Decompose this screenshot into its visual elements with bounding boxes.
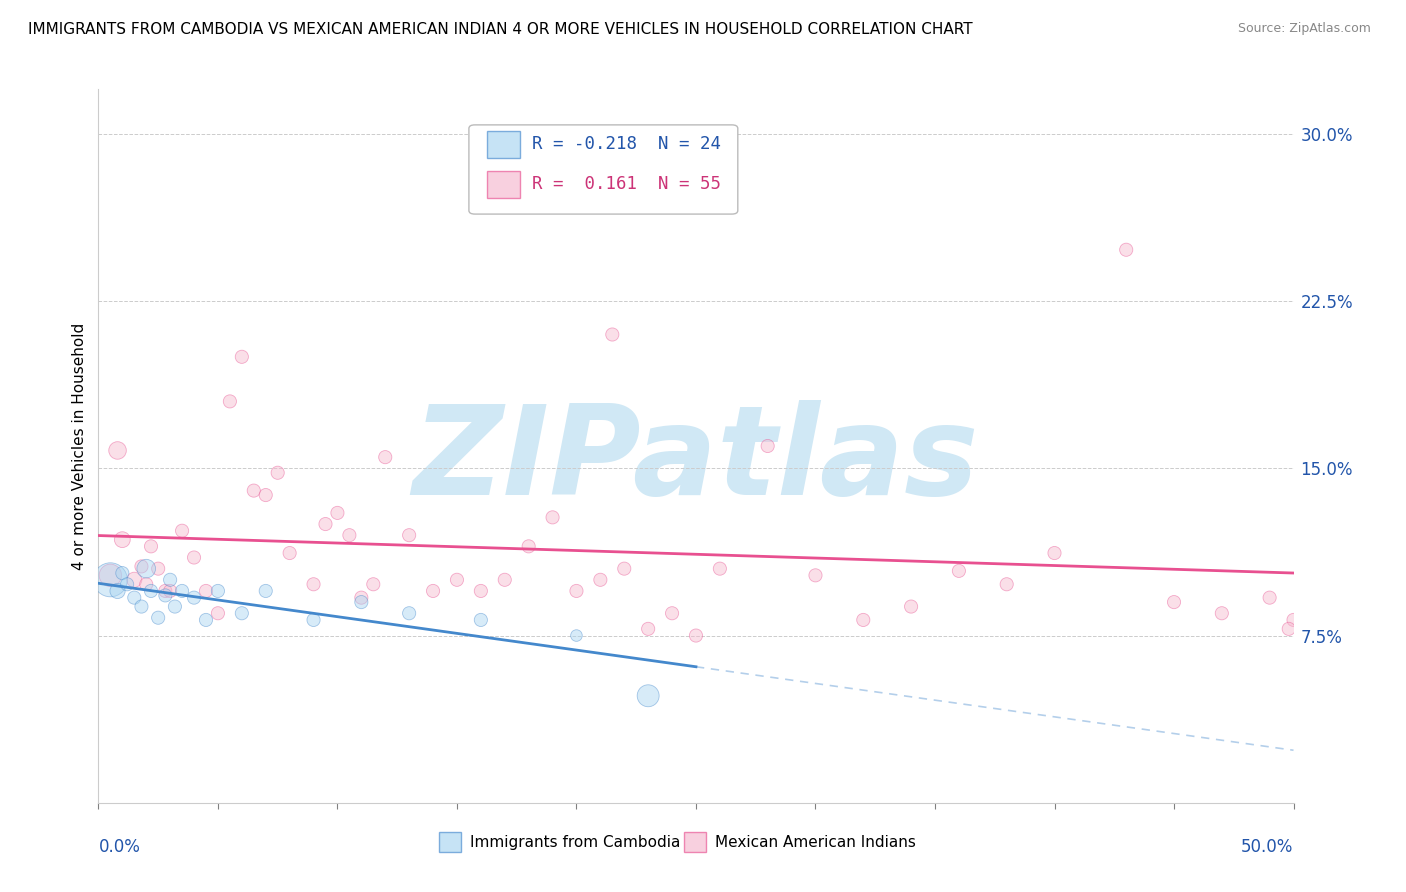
Point	[339, 528, 361, 542]
Point	[148, 562, 170, 576]
Point	[98, 573, 122, 587]
Point	[139, 583, 162, 598]
Point	[219, 394, 242, 409]
Point	[661, 607, 683, 621]
Point	[135, 562, 157, 576]
Point	[565, 583, 588, 598]
Point	[685, 628, 707, 642]
Point	[1278, 622, 1301, 636]
Point	[163, 599, 186, 614]
Point	[131, 599, 153, 614]
Point	[124, 591, 146, 605]
Point	[267, 466, 290, 480]
Point	[172, 583, 194, 598]
Point	[111, 566, 134, 581]
Point	[1115, 243, 1137, 257]
Point	[315, 516, 337, 531]
Point	[494, 573, 516, 587]
Point	[363, 577, 385, 591]
Point	[1043, 546, 1066, 560]
Point	[172, 524, 194, 538]
Point	[135, 577, 157, 591]
Point	[107, 583, 129, 598]
Point	[1163, 595, 1185, 609]
Text: 0.0%: 0.0%	[98, 838, 141, 856]
Point	[613, 562, 636, 576]
Point	[565, 628, 588, 642]
Text: R = -0.218  N = 24: R = -0.218 N = 24	[533, 136, 721, 153]
Point	[195, 613, 218, 627]
Point	[517, 539, 540, 553]
Point	[1258, 591, 1281, 605]
Point	[470, 613, 492, 627]
Point	[637, 689, 659, 703]
Point	[115, 577, 138, 591]
Text: Mexican American Indians: Mexican American Indians	[716, 835, 915, 849]
Text: Immigrants from Cambodia: Immigrants from Cambodia	[470, 835, 681, 849]
Point	[589, 573, 612, 587]
Point	[243, 483, 266, 498]
Point	[948, 564, 970, 578]
Text: R =  0.161  N = 55: R = 0.161 N = 55	[533, 175, 721, 193]
Point	[637, 622, 659, 636]
Point	[278, 546, 301, 560]
Point	[756, 439, 779, 453]
Point	[207, 607, 229, 621]
Point	[350, 591, 373, 605]
FancyBboxPatch shape	[486, 130, 520, 158]
Text: IMMIGRANTS FROM CAMBODIA VS MEXICAN AMERICAN INDIAN 4 OR MORE VEHICLES IN HOUSEH: IMMIGRANTS FROM CAMBODIA VS MEXICAN AMER…	[28, 22, 973, 37]
Point	[183, 550, 205, 565]
Point	[446, 573, 468, 587]
Point	[470, 583, 492, 598]
Point	[155, 583, 177, 598]
Point	[98, 568, 122, 582]
Point	[195, 583, 218, 598]
FancyBboxPatch shape	[685, 832, 706, 852]
Point	[374, 450, 396, 464]
Point	[159, 573, 181, 587]
Point	[107, 443, 129, 458]
Point	[852, 613, 875, 627]
Point	[254, 583, 277, 598]
Text: ZIPatlas: ZIPatlas	[413, 400, 979, 521]
Point	[302, 577, 325, 591]
FancyBboxPatch shape	[439, 832, 461, 852]
Point	[124, 573, 146, 587]
Point	[804, 568, 827, 582]
Point	[231, 607, 253, 621]
Point	[159, 583, 181, 598]
Point	[139, 539, 162, 553]
Point	[709, 562, 731, 576]
Point	[995, 577, 1018, 591]
Point	[111, 533, 134, 547]
Point	[398, 528, 420, 542]
FancyBboxPatch shape	[486, 170, 520, 198]
Point	[422, 583, 444, 598]
Point	[254, 488, 277, 502]
Point	[207, 583, 229, 598]
Point	[350, 595, 373, 609]
Y-axis label: 4 or more Vehicles in Household: 4 or more Vehicles in Household	[72, 322, 87, 570]
Point	[326, 506, 349, 520]
Point	[155, 589, 177, 603]
Text: 50.0%: 50.0%	[1241, 838, 1294, 856]
Point	[148, 610, 170, 624]
Point	[302, 613, 325, 627]
Point	[602, 327, 624, 342]
Point	[541, 510, 564, 524]
Point	[231, 350, 253, 364]
Point	[1211, 607, 1233, 621]
Point	[1282, 613, 1305, 627]
Point	[183, 591, 205, 605]
Point	[398, 607, 420, 621]
Text: Source: ZipAtlas.com: Source: ZipAtlas.com	[1237, 22, 1371, 36]
Point	[131, 559, 153, 574]
Point	[900, 599, 922, 614]
FancyBboxPatch shape	[470, 125, 738, 214]
